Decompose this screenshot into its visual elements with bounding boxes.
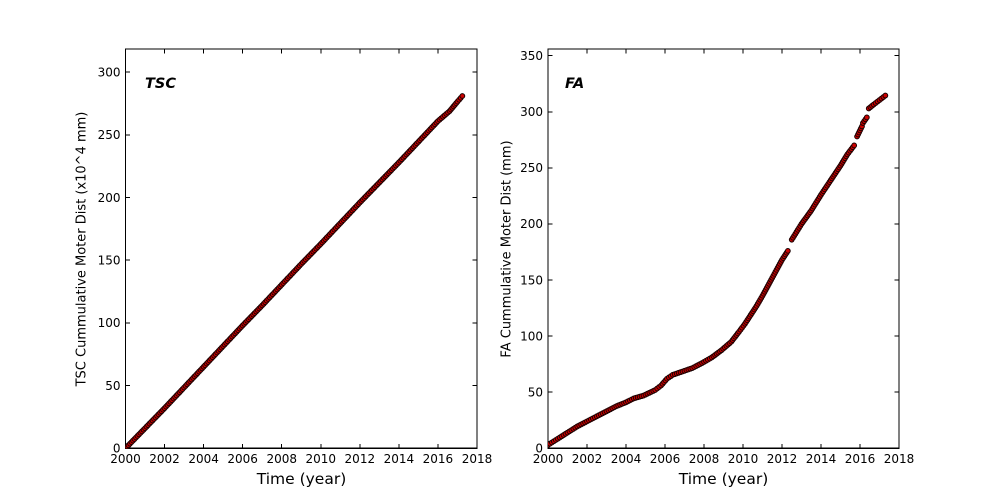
x-tick-label: 2006	[227, 452, 258, 466]
x-tick-label: 2000	[533, 452, 564, 466]
fa-spines	[547, 48, 900, 449]
x-tick-label: 2008	[689, 452, 720, 466]
x-tick-label: 2018	[884, 452, 915, 466]
tsc-spines	[124, 48, 478, 449]
x-tick-label: 2012	[767, 452, 798, 466]
x-tick-label: 2004	[611, 452, 642, 466]
x-tick-label: 2002	[149, 452, 180, 466]
x-tick-label: 2014	[806, 452, 837, 466]
y-tick-label: 150	[520, 273, 543, 287]
y-tick-label: 50	[105, 379, 120, 393]
y-tick-label: 250	[520, 161, 543, 175]
x-tick-label: 2006	[650, 452, 681, 466]
y-tick-label: 300	[520, 105, 543, 119]
fa-annotation: FA	[565, 76, 585, 92]
y-tick-label: 200	[520, 217, 543, 231]
fa-y-axis-title: FA Cummulative Moter Dist (mm)	[499, 139, 514, 358]
fa-data-points	[548, 92, 889, 448]
tsc-annotation: TSC	[145, 76, 176, 92]
y-tick-label: 250	[98, 128, 121, 142]
fa-plot: 2000 2002 2004 2006 2008 2010 2012 2014 2016 2018…	[520, 48, 914, 466]
x-tick-label: 2010	[306, 452, 337, 466]
y-tick-label: 200	[98, 191, 121, 205]
y-tick-label: 100	[520, 329, 543, 343]
x-tick-label: 2004	[188, 452, 219, 466]
y-tick-label: 100	[98, 316, 121, 330]
x-tick-label: 2000	[110, 452, 141, 466]
y-tick-label: 300	[98, 65, 121, 79]
x-tick-label: 2010	[728, 452, 759, 466]
x-tick-label: 2018	[462, 452, 493, 466]
fa-x-axis-title: Time (year)	[678, 470, 769, 488]
x-tick-label: 2014	[384, 452, 415, 466]
fa-ticks	[547, 49, 900, 449]
y-tick-label: 0	[535, 442, 543, 456]
y-tick-label: 50	[528, 385, 543, 399]
tsc-x-axis-title: Time (year)	[256, 470, 347, 488]
tsc-plot: 2000 2002 2004 2006 2008 2010 2012 2014 2016 2018…	[98, 48, 493, 466]
tsc-y-axis-title: TSC Cummulative Moter Dist (x10^4 mm)	[74, 111, 90, 386]
fa-tick-labels: 2000 2002 2004 2006 2008 2010 2012 2014 2016 2018…	[520, 49, 914, 466]
tsc-data-points	[125, 93, 466, 449]
tsc-ticks	[125, 49, 478, 449]
x-tick-label: 2012	[345, 452, 376, 466]
y-tick-label: 0	[113, 442, 121, 456]
y-tick-label: 150	[98, 253, 121, 267]
x-tick-label: 2008	[266, 452, 297, 466]
x-tick-label: 2016	[423, 452, 454, 466]
x-tick-label: 2016	[845, 452, 876, 466]
tsc-tick-labels: 2000 2002 2004 2006 2008 2010 2012 2014 2016 2018…	[98, 65, 493, 465]
x-tick-label: 2002	[572, 452, 603, 466]
y-tick-label: 350	[520, 49, 543, 63]
